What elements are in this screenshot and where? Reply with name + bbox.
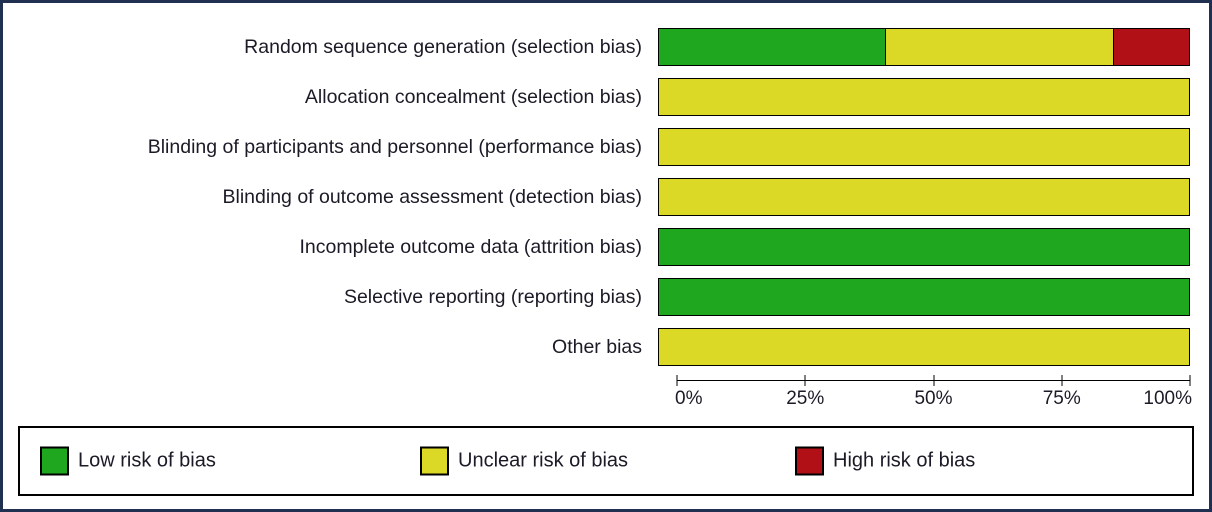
category-label: Selective reporting (reporting bias) bbox=[343, 285, 642, 308]
category-label: Allocation concealment (selection bias) bbox=[304, 85, 642, 108]
bar-incomplete-outcome-data-attrition-bias bbox=[658, 228, 1190, 266]
legend-swatch-high-risk-of-bias bbox=[795, 446, 824, 476]
legend-label: Unclear risk of bias bbox=[458, 449, 629, 472]
chart-row: Other bias bbox=[3, 322, 1209, 372]
x-axis-tick-mark bbox=[804, 375, 806, 386]
bar-segment-unclear-risk-of-bias bbox=[659, 179, 1189, 215]
legend-label: High risk of bias bbox=[833, 449, 976, 472]
bar-blinding-of-participants-and-personnel-performance-bias bbox=[658, 128, 1190, 166]
bar-segment-high-risk-of-bias bbox=[1113, 29, 1189, 65]
legend-item-unclear-risk-of-bias: Unclear risk of bias bbox=[420, 446, 629, 476]
x-axis-tick-mark bbox=[1061, 375, 1063, 386]
bar-blinding-of-outcome-assessment-detection-bias bbox=[658, 178, 1190, 216]
bar-segment-unclear-risk-of-bias bbox=[659, 329, 1189, 365]
legend: Low risk of bias Unclear risk of bias High… bbox=[18, 426, 1194, 496]
legend-label: Low risk of bias bbox=[78, 449, 216, 472]
bar-other-bias bbox=[658, 328, 1190, 366]
x-axis-tick-mark bbox=[933, 375, 934, 386]
bar-segment-low-risk-of-bias bbox=[659, 29, 887, 65]
legend-swatch-low-risk-of-bias bbox=[40, 446, 69, 476]
x-axis-tick-mark bbox=[1189, 375, 1191, 386]
bar-random-sequence-generation-selection-bias bbox=[658, 28, 1190, 66]
x-axis-tick-label: 25% bbox=[786, 388, 825, 409]
legend-item-low-risk-of-bias: Low risk of bias bbox=[40, 446, 216, 476]
chart-row: Selective reporting (reporting bias) bbox=[3, 272, 1209, 322]
category-label: Incomplete outcome data (attrition bias) bbox=[299, 235, 642, 258]
chart-row: Blinding of participants and personnel (… bbox=[3, 122, 1209, 172]
category-label: Random sequence generation (selection bi… bbox=[244, 35, 642, 58]
bar-segment-unclear-risk-of-bias bbox=[659, 79, 1189, 115]
chart-row: Allocation concealment (selection bias) bbox=[3, 72, 1209, 122]
chart-rows: Random sequence generation (selection bi… bbox=[3, 3, 1209, 372]
bar-segment-unclear-risk-of-bias bbox=[659, 129, 1189, 165]
bar-segment-low-risk-of-bias bbox=[659, 229, 1189, 265]
chart-row: Blinding of outcome assessment (detectio… bbox=[3, 172, 1209, 222]
bar-allocation-concealment-selection-bias bbox=[658, 78, 1190, 116]
bar-segment-unclear-risk-of-bias bbox=[886, 29, 1114, 65]
chart-row: Random sequence generation (selection bi… bbox=[3, 22, 1209, 72]
category-label: Other bias bbox=[552, 335, 642, 358]
x-axis: 0% 25% 50% 75% 100% bbox=[675, 372, 1192, 418]
legend-swatch-unclear-risk-of-bias bbox=[420, 446, 449, 476]
bar-segment-low-risk-of-bias bbox=[659, 279, 1189, 315]
chart-row: Incomplete outcome data (attrition bias) bbox=[3, 222, 1209, 272]
x-axis-tick-mark bbox=[676, 375, 678, 386]
x-axis-tick-label: 0% bbox=[675, 388, 703, 409]
x-axis-tick-label: 75% bbox=[1042, 388, 1081, 409]
bar-selective-reporting-reporting-bias bbox=[658, 278, 1190, 316]
x-axis-tick-label: 50% bbox=[914, 388, 953, 409]
category-label: Blinding of participants and personnel (… bbox=[147, 135, 642, 158]
x-axis-tick-label: 100% bbox=[1143, 388, 1192, 409]
legend-item-high-risk-of-bias: High risk of bias bbox=[795, 446, 976, 476]
category-label: Blinding of outcome assessment (detectio… bbox=[222, 185, 642, 208]
